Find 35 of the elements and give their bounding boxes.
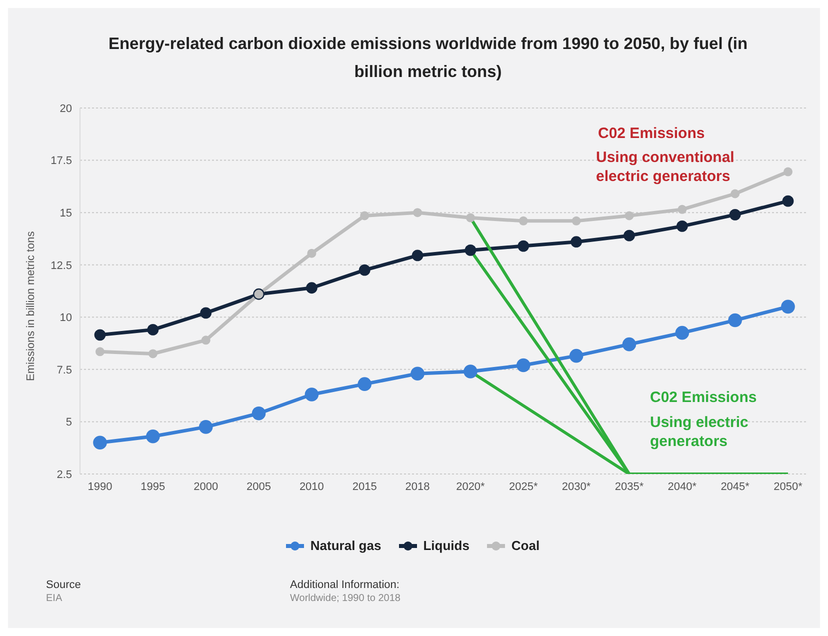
x-tick-label: 2010 bbox=[299, 480, 324, 493]
x-tick-label: 2018 bbox=[405, 480, 430, 493]
y-tick-label: 5 bbox=[66, 416, 72, 429]
x-tick-label: 2045* bbox=[720, 480, 750, 493]
x-tick-label: 1990 bbox=[88, 480, 112, 493]
legend-label: Coal bbox=[510, 538, 540, 553]
annotation: Using conventional electric generators bbox=[596, 148, 736, 186]
x-tick-label: 2000 bbox=[194, 480, 218, 493]
annotation: Using electric generators bbox=[650, 413, 750, 451]
x-tick-label: 2015 bbox=[352, 480, 377, 493]
x-tick-label: 2035* bbox=[614, 480, 644, 493]
y-tick-label: 15 bbox=[60, 207, 72, 220]
x-tick-label: 2020* bbox=[456, 480, 486, 493]
y-tick-label: 2.5 bbox=[56, 468, 72, 481]
text: Source bbox=[46, 578, 81, 592]
text: Worldwide; 1990 to 2018 bbox=[290, 592, 400, 606]
annotation: C02 Emissions bbox=[650, 388, 757, 407]
x-tick-label: 2025* bbox=[509, 480, 538, 493]
legend-label: Natural gas bbox=[309, 538, 382, 553]
y-tick-label: 20 bbox=[60, 102, 72, 115]
y-tick-label: 10 bbox=[60, 312, 72, 324]
text: Additional Information: bbox=[290, 578, 400, 592]
y-axis-title: Emissions in billion metric tons bbox=[24, 230, 37, 381]
text: EIA bbox=[46, 592, 64, 606]
legend-label: Liquids bbox=[422, 538, 470, 553]
y-tick-label: 17.5 bbox=[50, 155, 72, 168]
x-tick-label: 2030* bbox=[562, 480, 592, 493]
y-tick-label: 12.5 bbox=[50, 260, 72, 272]
x-tick-label: 2050* bbox=[774, 480, 804, 493]
y-tick-label: 7.5 bbox=[56, 364, 72, 376]
x-tick-label: 2040* bbox=[668, 480, 698, 493]
x-tick-label: 2005 bbox=[246, 480, 272, 493]
x-tick-label: 1995 bbox=[140, 480, 166, 493]
annotation: C02 Emissions bbox=[598, 124, 705, 143]
chart-title: Energy-related carbon dioxide emissions worldwide from 1990 to 2050, by fuel (in billion metric tons) bbox=[108, 34, 748, 83]
